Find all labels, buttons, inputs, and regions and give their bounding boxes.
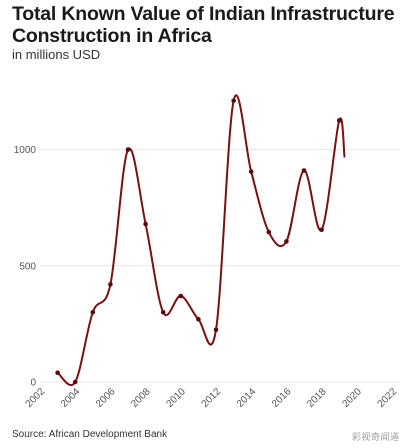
x-tick-label: 2004: [59, 386, 83, 410]
data-point: [108, 282, 113, 287]
x-tick-label: 2008: [129, 386, 153, 410]
data-point: [336, 118, 342, 123]
x-tick-label: 2018: [305, 386, 329, 410]
watermark-logo: 彩视奇闻道: [352, 432, 400, 442]
x-tick-label: 2022: [376, 386, 400, 410]
data-point: [231, 98, 236, 104]
data-point: [143, 221, 148, 227]
x-tick-label: 2016: [270, 386, 294, 410]
series: [55, 94, 346, 386]
data-point: [72, 379, 78, 385]
data-point: [266, 229, 272, 235]
x-tick-label: 2002: [24, 386, 48, 410]
x-axis-ticks: 2002 2004 2006 2008 2010 2012 2014 2016 2018 2020…: [24, 386, 400, 410]
data-point: [319, 227, 324, 233]
source-note: Source: African Development Bank: [12, 429, 168, 440]
data-point: [284, 239, 289, 244]
y-tick-label: 500: [19, 261, 36, 272]
data-point: [125, 147, 131, 152]
data-point: [178, 293, 184, 299]
x-tick-label: 2012: [200, 386, 224, 410]
series-line: [56, 94, 346, 386]
data-point: [248, 169, 254, 174]
chart-title: Total Known Value of Indian Infrastructu…: [12, 3, 395, 47]
y-tick-label: 1000: [14, 145, 37, 156]
y-tick-label: 0: [30, 378, 36, 389]
data-point: [160, 309, 166, 315]
y-axis-ticks: 0 500 1000: [14, 145, 37, 388]
x-tick-label: 2020: [340, 386, 364, 410]
data-point: [213, 327, 219, 333]
x-tick-label: 2006: [94, 386, 118, 410]
gridlines: [40, 149, 400, 383]
data-point: [196, 316, 201, 322]
x-tick-label: 2014: [235, 386, 259, 410]
chart-subtitle: in millions USD: [12, 47, 101, 62]
data-point: [301, 168, 307, 173]
data-point: [55, 370, 60, 376]
data-point: [90, 309, 96, 315]
x-tick-label: 2010: [164, 386, 188, 410]
